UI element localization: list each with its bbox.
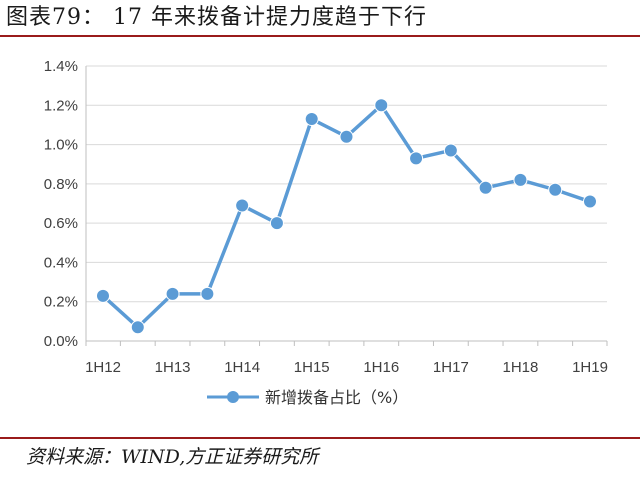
y-tick-label: 0.2%: [44, 294, 78, 311]
data-point-1h18: [513, 172, 528, 187]
data-point-1h14: [235, 198, 250, 213]
data-point-2h12: [130, 320, 145, 335]
x-tick-label: 1H16: [363, 359, 399, 376]
data-point-2h18: [548, 182, 563, 197]
data-point-2h17: [478, 180, 493, 195]
data-point-2h13: [200, 286, 215, 301]
x-tick-label: 1H19: [572, 359, 608, 376]
data-point-2h15: [339, 129, 354, 144]
y-tick-label: 1.4%: [44, 58, 78, 75]
legend-label: 新增拨备占比（%）: [265, 388, 408, 407]
x-tick-label: 1H12: [85, 359, 121, 376]
data-point-2h14: [269, 216, 284, 231]
legend-marker: [227, 391, 239, 403]
x-tick-label: 1H15: [294, 359, 330, 376]
data-point-1h19: [583, 194, 597, 209]
x-tick-label: 1H17: [433, 359, 469, 376]
y-tick-label: 0.4%: [44, 254, 78, 271]
y-tick-label: 0.0%: [44, 333, 78, 350]
y-tick-label: 0.6%: [44, 215, 78, 232]
y-axis-tick-labels: 0.0% 0.2% 0.4% 0.6% 0.8% 1.0% 1.2% 1.4%: [44, 58, 78, 350]
data-point-1h16: [374, 98, 389, 113]
y-tick-label: 1.0%: [44, 137, 78, 154]
axes: [85, 66, 608, 346]
source-divider: [0, 437, 640, 439]
grid-lines: [86, 65, 607, 303]
x-axis-tick-labels: 1H12 1H13 1H14 1H15 1H16 1H17 1H18 1H19: [85, 359, 608, 376]
legend: 新增拨备占比（%）: [207, 388, 408, 407]
series-line: [96, 98, 597, 335]
source-note: 资料来源：WIND,方正证券研究所: [26, 446, 319, 468]
x-tick-label: 1H18: [502, 359, 538, 376]
title-divider: [0, 35, 640, 37]
data-point-1h15: [304, 112, 319, 127]
y-tick-label: 0.8%: [44, 176, 78, 193]
chart-title: 图表79： 17 年来拨备计提力度趋于下行: [6, 5, 427, 30]
data-point-2h16: [409, 151, 424, 166]
data-point-1h17: [443, 143, 458, 158]
line-chart: 0.0%0.2%0.4%0.6%0.8%1.0%1.2%1.4% 1H12 1H1…: [44, 58, 608, 407]
data-point-1h13: [165, 286, 180, 301]
x-tick-label: 1H13: [155, 359, 191, 376]
data-point-1h12: [96, 288, 110, 303]
y-tick-label: 1.2%: [44, 97, 78, 114]
x-tick-label: 1H14: [224, 359, 260, 376]
